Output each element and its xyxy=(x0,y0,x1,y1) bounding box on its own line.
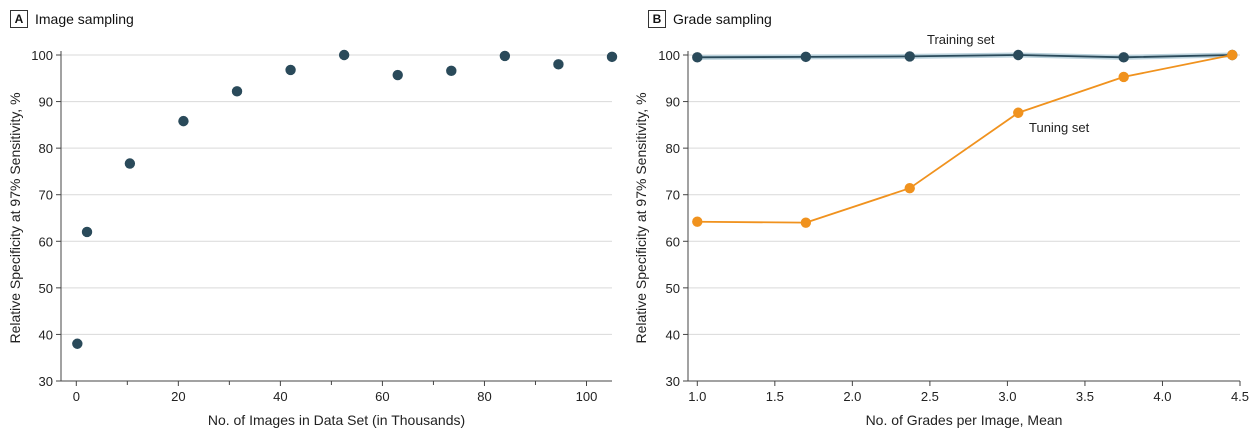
chart-a-y-tick-label: 80 xyxy=(39,141,53,156)
chart-a-series-0-point xyxy=(606,51,618,63)
chart-b-series-0-point xyxy=(692,52,703,63)
chart-b-y-axis-label: Relative Specificity at 97% Sensitivity,… xyxy=(633,92,649,343)
chart-b-y-tick-label: 50 xyxy=(666,281,680,296)
chart-b-series-1-point xyxy=(904,182,915,194)
chart-b-series-1-label: Tuning set xyxy=(1029,120,1090,135)
chart-a-series-0-point xyxy=(178,115,189,127)
chart-a-x-tick-label: 100 xyxy=(576,389,598,404)
chart-b-x-tick-label: 4.0 xyxy=(1153,389,1171,404)
chart-b-x-tick-label: 3.0 xyxy=(998,389,1016,404)
chart-a-y-tick-label: 40 xyxy=(39,327,53,342)
chart-b-series-1-point xyxy=(1013,107,1024,118)
chart-b-y-tick-label: 90 xyxy=(666,95,680,110)
chart-b-series-1-point xyxy=(1118,71,1129,83)
panel-a-header: A Image sampling xyxy=(10,10,134,28)
chart-b-x-tick-label: 2.5 xyxy=(921,389,939,404)
chart-b-series-1-point xyxy=(692,216,703,227)
chart-a-series-0-point xyxy=(231,86,243,97)
chart-a-series-0-point xyxy=(338,49,350,61)
chart-a-x-tick-label: 0 xyxy=(73,389,80,404)
chart-b-series-0-point xyxy=(1118,52,1129,63)
chart-a-x-tick-label: 60 xyxy=(375,389,389,404)
chart-a-series-0-point xyxy=(499,50,511,62)
panel-b-header: B Grade sampling xyxy=(648,10,772,28)
chart-a-x-tick-label: 20 xyxy=(171,389,185,404)
chart-a-series-0-point xyxy=(446,65,457,77)
chart-b-series-0-label: Training set xyxy=(927,32,995,47)
chart-a-y-tick-label: 30 xyxy=(39,374,53,389)
panel-b-letter: B xyxy=(648,10,666,28)
chart-b-x-axis-label: No. of Grades per Image, Mean xyxy=(866,412,1063,428)
chart-b-y-tick-label: 60 xyxy=(666,234,680,249)
chart-b-grade-sampling: 30 40 50 60 70 80 90 100 1.0 1.5 2.0 2.5 3.0 3.5 4.0 4.… xyxy=(633,32,1249,428)
chart-a-series-0-point xyxy=(392,69,403,81)
chart-a-x-axis-label: No. of Images in Data Set (in Thousands) xyxy=(208,412,465,428)
chart-b-x-tick-label: 3.5 xyxy=(1076,389,1094,404)
chart-b-x-tick-label: 2.0 xyxy=(843,389,861,404)
chart-a-series-0-point xyxy=(81,226,93,238)
chart-a-y-tick-label: 50 xyxy=(39,281,53,296)
chart-a-x-tick-label: 80 xyxy=(477,389,491,404)
chart-b-series-0-point xyxy=(904,51,915,62)
chart-b-series-1-point xyxy=(1227,49,1238,61)
chart-b-y-tick-label: 30 xyxy=(666,374,680,389)
chart-b-series-0-point xyxy=(1013,49,1024,61)
chart-b-series-0-point xyxy=(800,51,812,63)
chart-a-y-tick-label: 60 xyxy=(39,234,53,249)
chart-a-y-tick-label: 100 xyxy=(31,48,53,63)
chart-b-x-tick-label: 1.5 xyxy=(766,389,784,404)
chart-b-y-tick-label: 70 xyxy=(666,188,680,203)
chart-a-x-tick-label: 40 xyxy=(273,389,287,404)
chart-a-y-axis-label: Relative Specificity at 97% Sensitivity,… xyxy=(7,92,23,343)
chart-a-image-sampling: 30 40 50 60 70 80 90 100 0 20 40 60 80 100 No. of Imag… xyxy=(7,48,618,428)
chart-a-series-0-point xyxy=(285,64,296,76)
panel-a-title: Image sampling xyxy=(35,11,134,27)
panel-b-title: Grade sampling xyxy=(673,11,772,27)
chart-b-y-tick-label: 40 xyxy=(666,327,680,342)
chart-a-y-tick-label: 70 xyxy=(39,188,53,203)
chart-b-x-tick-label: 4.5 xyxy=(1231,389,1249,404)
chart-b-series-0-line xyxy=(697,54,1233,59)
chart-b-y-tick-label: 100 xyxy=(658,48,680,63)
chart-b-y-tick-label: 80 xyxy=(666,141,680,156)
chart-b-series-1-line xyxy=(697,54,1233,224)
chart-a-y-tick-label: 90 xyxy=(39,95,53,110)
chart-a-series-0-point xyxy=(124,158,136,169)
panel-a-letter: A xyxy=(10,10,28,28)
chart-b-series-1-point xyxy=(800,217,812,228)
chart-a-series-0-point xyxy=(553,59,564,70)
chart-b-x-tick-label: 1.0 xyxy=(688,389,706,404)
chart-a-series-0-point xyxy=(72,338,83,349)
